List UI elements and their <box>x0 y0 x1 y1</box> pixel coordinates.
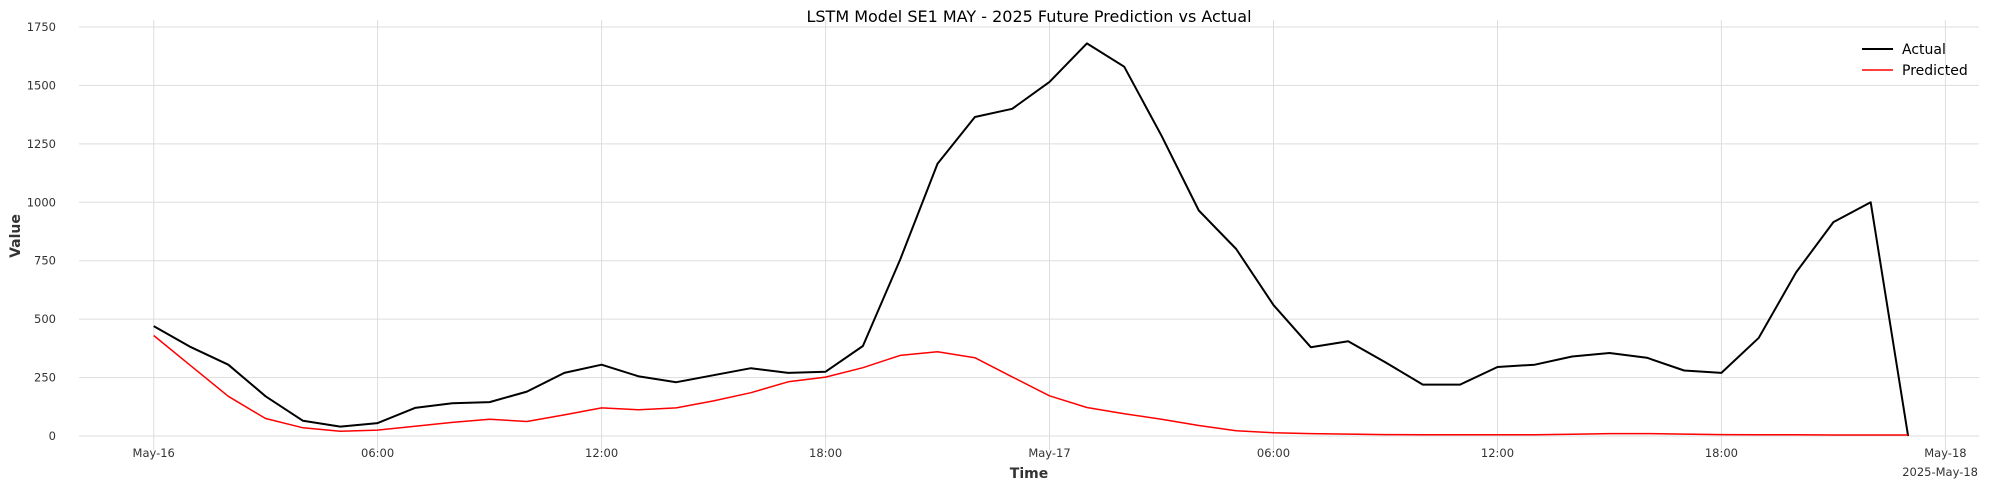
x-tick-label: 12:00 <box>585 446 618 460</box>
chart-title: LSTM Model SE1 MAY - 2025 Future Predict… <box>806 7 1251 26</box>
y-tick-label: 0 <box>49 429 56 443</box>
y-tick-label: 1500 <box>27 78 56 92</box>
legend-label: Actual <box>1902 42 1946 58</box>
x-tick-label: 06:00 <box>361 446 394 460</box>
x-tick-label: 18:00 <box>1705 446 1738 460</box>
series-lines <box>153 42 1910 437</box>
x-tick-label: May-16 <box>133 446 175 460</box>
y-tick-label: 250 <box>34 371 56 385</box>
y-tick-label: 500 <box>34 312 56 326</box>
y-tick-label: 1000 <box>27 195 56 209</box>
plot-area <box>79 20 1979 450</box>
series-line-predicted <box>153 334 1909 436</box>
x-axis-label: Time <box>1010 466 1048 482</box>
x-axis-offset-label: 2025-May-18 <box>1902 465 1978 479</box>
y-axis-label: Value <box>8 214 24 258</box>
x-tick-label: 12:00 <box>1481 446 1514 460</box>
x-tick-label: May-17 <box>1028 446 1070 460</box>
x-tick-label: 06:00 <box>1257 446 1290 460</box>
series-line-actual <box>153 42 1910 437</box>
y-tick-label: 1750 <box>27 20 56 34</box>
tick-labels: 0 250 500 750 1000 1250 1500 1750 May-16 06:00 12:… <box>27 20 1967 460</box>
x-tick-label: May-18 <box>1924 446 1966 460</box>
legend: Actual Predicted <box>1862 42 1968 79</box>
grid <box>79 20 1979 450</box>
x-tick-label: 18:00 <box>809 446 842 460</box>
y-tick-label: 750 <box>34 254 56 268</box>
y-tick-label: 1250 <box>27 137 56 151</box>
legend-label: Predicted <box>1902 63 1968 79</box>
